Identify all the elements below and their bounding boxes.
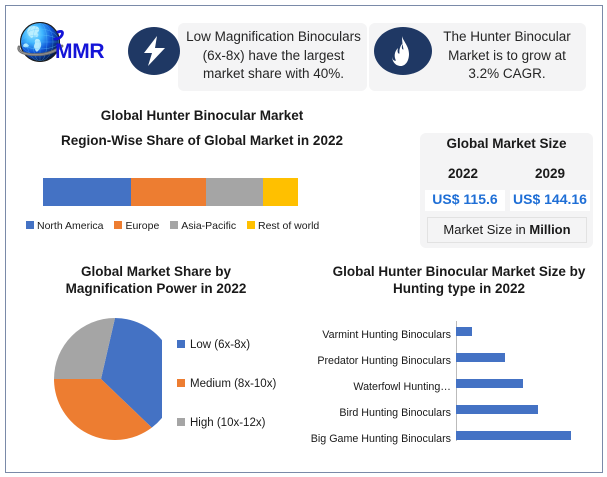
svg-text:MMR: MMR	[55, 40, 104, 63]
